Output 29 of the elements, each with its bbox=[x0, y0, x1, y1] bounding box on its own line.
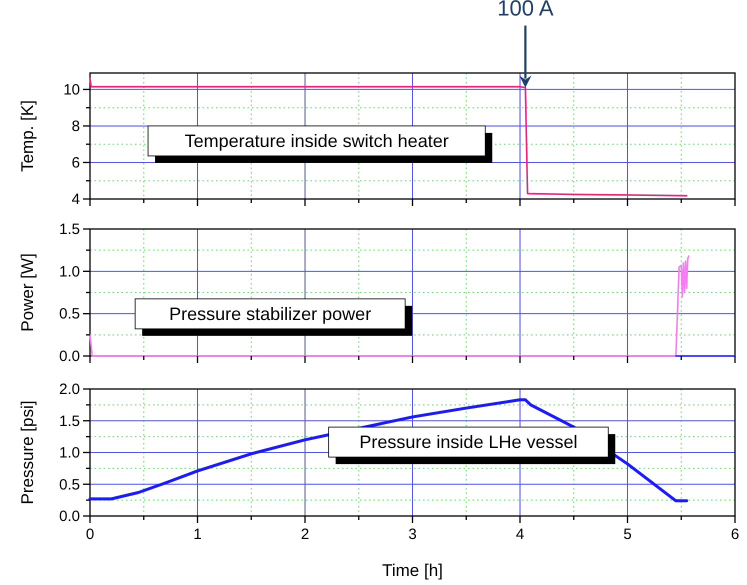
y-tick-label: 6 bbox=[72, 154, 80, 172]
y-axis-title: Power [W] bbox=[18, 253, 37, 332]
y-tick-label: 0.0 bbox=[59, 348, 80, 365]
y-tick-label: 0.5 bbox=[59, 306, 80, 323]
y-tick-label: 1.0 bbox=[59, 263, 80, 280]
y-tick-label: 0.0 bbox=[59, 508, 80, 525]
text: Temperature inside switch heater bbox=[184, 130, 449, 151]
x-tick-label: 6 bbox=[730, 526, 740, 543]
y-tick-label: 2.0 bbox=[59, 381, 80, 398]
series-label: Pressure inside LHe vessel bbox=[359, 432, 578, 452]
y-axis-title: Pressure [psi] bbox=[18, 400, 37, 504]
y-tick-label: 4 bbox=[72, 191, 80, 208]
x-axis-title: Time [h] bbox=[382, 561, 443, 580]
x-tick-label: 4 bbox=[516, 526, 524, 543]
y-tick-label: 1.5 bbox=[59, 412, 80, 430]
x-tick-label: 5 bbox=[623, 526, 632, 543]
y-tick-label: 1.0 bbox=[59, 444, 80, 462]
annotation: 100 A bbox=[497, 0, 554, 21]
x-tick-label: 2 bbox=[300, 526, 310, 543]
line-series bbox=[89, 255, 690, 357]
y-tick-label: 10 bbox=[63, 81, 80, 98]
y-tick-label: 1.5 bbox=[59, 221, 80, 238]
x-tick-label: 0 bbox=[86, 526, 94, 543]
y-tick-label: 8 bbox=[72, 118, 80, 135]
y-tick-label: 0.5 bbox=[59, 476, 80, 494]
x-tick-label: 3 bbox=[408, 526, 417, 543]
y-axis-title: Temp. [K] bbox=[18, 100, 37, 172]
series-label: Pressure stabilizer power bbox=[169, 304, 372, 324]
x-tick-label: 1 bbox=[193, 526, 202, 543]
